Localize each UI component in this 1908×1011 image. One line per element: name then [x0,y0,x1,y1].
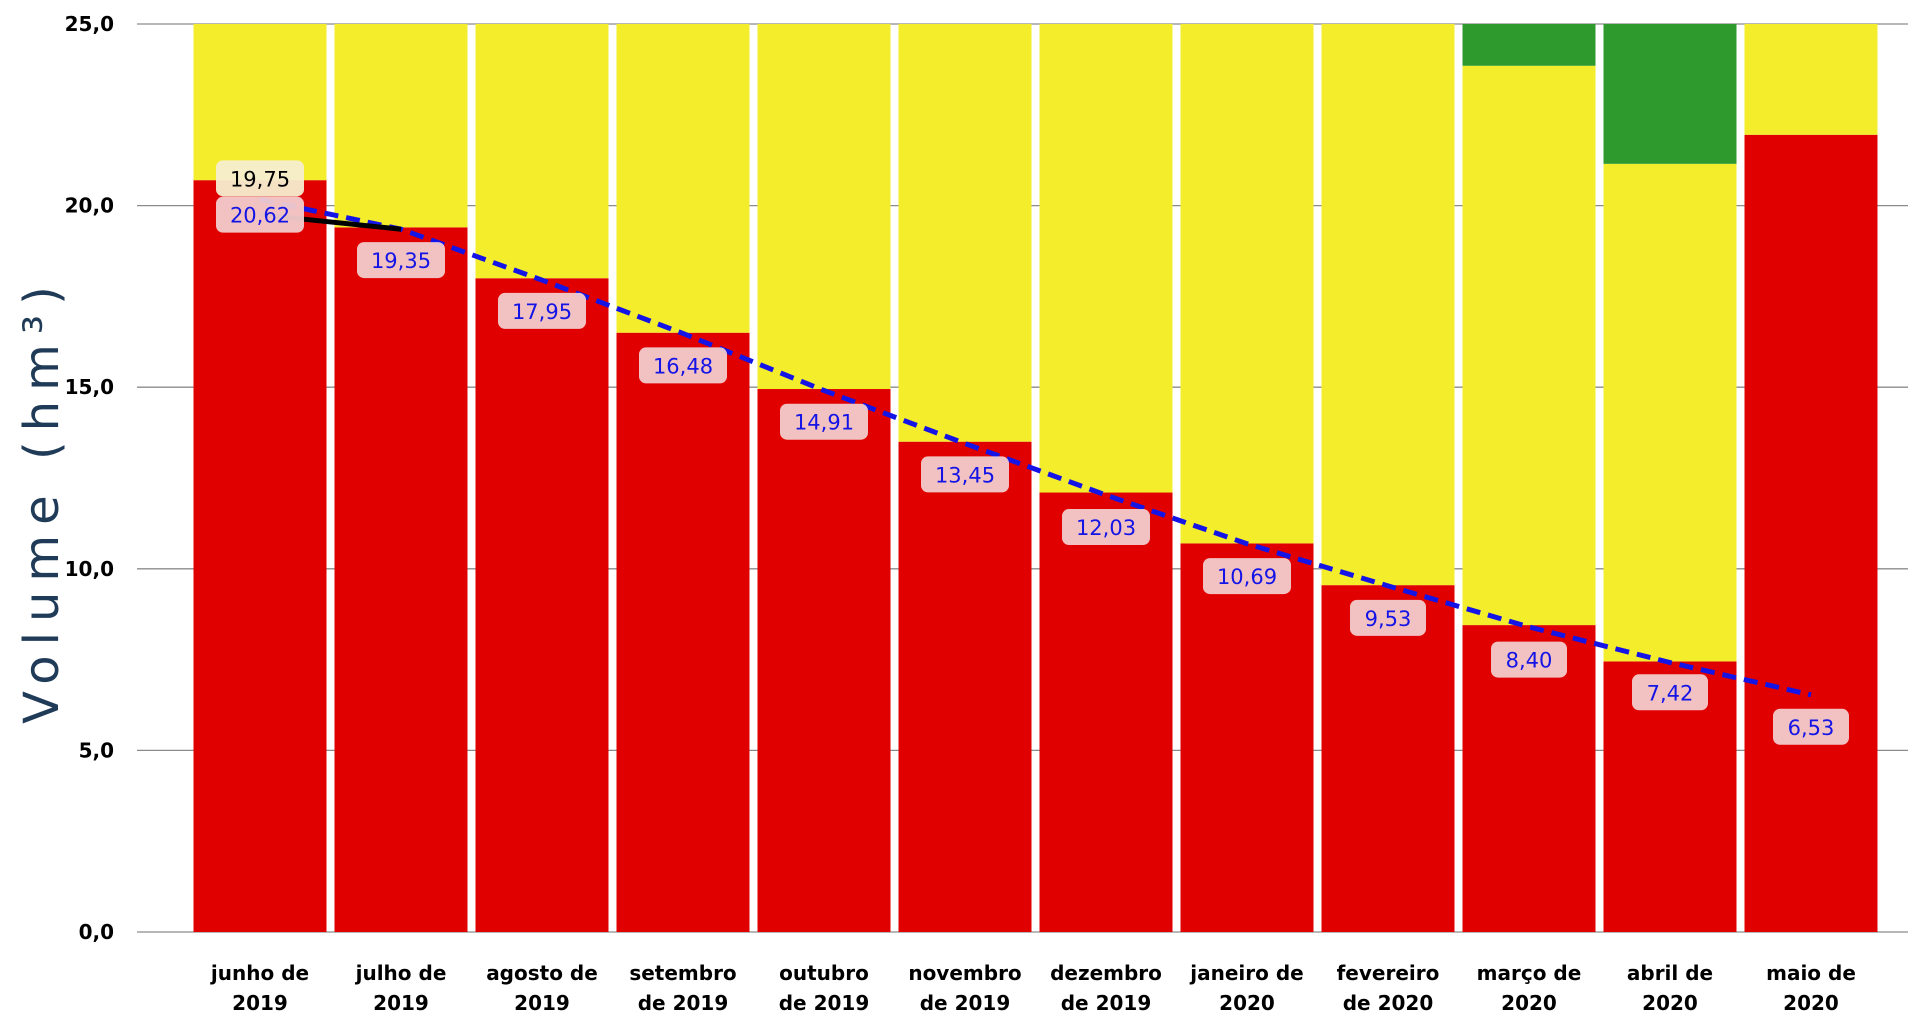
x-tick-label: 2020 [1501,991,1557,1011]
x-tick-label: de 2019 [779,991,870,1011]
data-label: 19,75 [230,167,290,191]
y-tick-label: 15,0 [65,375,114,399]
bar-segment-0 [1180,543,1314,932]
bar-segment-1 [1462,65,1596,626]
y-tick-label: 25,0 [65,12,114,36]
bar-segment-2 [1603,24,1737,164]
x-tick-label: setembro [629,961,736,985]
data-label-box [498,292,586,329]
x-axis-ticks: junho de 2019 julho de 2019 agosto de 2019 set… [210,961,1856,1011]
bar-segment-1 [334,24,468,228]
data-label-box [780,403,868,440]
x-tick-label: outubro [779,961,869,985]
data-label: 20,62 [230,204,290,228]
x-tick-label: 2020 [1219,991,1275,1011]
x-tick-label: de 2020 [1343,991,1434,1011]
bar-segment-0 [898,441,1032,932]
bar-segment-1 [475,24,609,279]
bar-segment-1 [1744,24,1878,135]
data-label: 19,35 [371,249,431,273]
bar-segment-1 [1321,24,1455,586]
data-label-box [216,196,304,233]
bar-segment-1 [1603,163,1737,662]
bar-segment-0 [193,180,327,932]
bar-segment-0 [1744,134,1878,932]
data-label: 6,53 [1788,716,1835,740]
x-tick-label: janeiro de [1189,961,1303,985]
y-tick-label: 0,0 [79,920,114,944]
y-axis-ticks: 0,0 5,0 10,0 15,0 20,0 25,0 [65,12,114,944]
bar-segment-2 [1462,24,1596,66]
data-label-box [1062,509,1150,546]
x-tick-label: novembro [908,961,1021,985]
x-tick-label: 2019 [373,991,429,1011]
data-label: 8,40 [1506,649,1553,673]
y-axis-label: Volume (hm³) [14,276,70,724]
data-label-box [921,456,1009,493]
data-label-box [639,347,727,384]
bar-segment-1 [193,24,327,181]
data-label: 14,91 [794,411,854,435]
bars [193,24,1878,933]
data-label: 13,45 [935,463,995,487]
bar-segment-1 [616,24,750,333]
y-tick-label: 10,0 [65,557,114,581]
bar-segment-0 [1321,585,1455,932]
bar-segment-0 [1039,492,1173,932]
y-tick-label: 20,0 [65,194,114,218]
x-tick-label: dezembro [1050,961,1162,985]
x-tick-label: 2020 [1783,991,1839,1011]
data-label-box [1203,558,1291,595]
x-tick-label: 2019 [232,991,288,1011]
data-label-box [216,160,304,197]
data-label: 12,03 [1076,516,1136,540]
x-tick-label: de 2019 [638,991,729,1011]
bar-segment-0 [757,389,891,932]
bar-segment-0 [616,332,750,933]
x-tick-label: de 2019 [1061,991,1152,1011]
data-label-box [1632,674,1708,711]
x-tick-label: 2019 [514,991,570,1011]
data-label-box [357,242,445,279]
y-tick-label: 5,0 [79,738,114,762]
x-tick-label: março de [1477,961,1582,985]
x-tick-label: junho de [210,961,309,985]
data-label: 9,53 [1365,607,1412,631]
data-label-box [1491,641,1567,678]
dashed-trend-line [259,196,1812,698]
data-label-box [1350,599,1426,636]
data-label: 16,48 [653,354,713,378]
bar-segment-1 [1039,24,1173,493]
data-label: 17,95 [512,300,572,324]
x-tick-label: de 2019 [920,991,1011,1011]
bar-segment-0 [334,227,468,933]
data-label-box [1773,708,1849,745]
x-tick-label: 2020 [1642,991,1698,1011]
x-tick-label: fevereiro [1337,961,1440,985]
x-tick-label: julho de [355,961,447,985]
bar-segment-1 [757,24,891,390]
bar-segment-1 [1180,24,1314,544]
x-tick-label: agosto de [486,961,598,985]
bar-segment-0 [475,278,609,932]
x-tick-label: abril de [1627,961,1713,985]
x-tick-label: maio de [1766,961,1856,985]
data-label: 10,69 [1217,565,1277,589]
data-label: 7,42 [1647,681,1694,705]
data-labels: 19,75 20,62 19,35 17,95 16,48 14,91 13,45 12,03… [216,160,1849,745]
bar-segment-1 [898,24,1032,442]
